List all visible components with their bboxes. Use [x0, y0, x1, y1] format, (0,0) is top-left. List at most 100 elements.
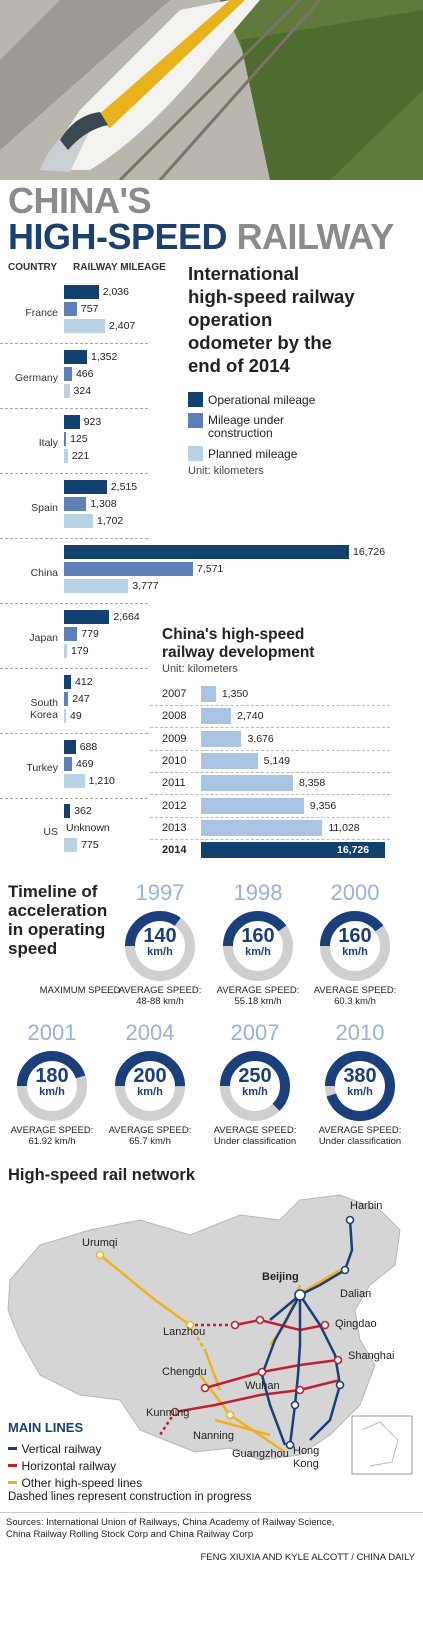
south-sea-inset	[351, 1415, 413, 1475]
dev-value: 11,028	[328, 821, 360, 834]
bar-mid	[64, 562, 193, 576]
timeline-year: 2010	[335, 1020, 385, 1045]
city-qingdao: Qingdao	[335, 1318, 377, 1330]
network-map: Harbin Urumqi Beijing Dalian Lanzhou Qin…	[0, 1190, 423, 1510]
gauge-speed: 140	[143, 925, 177, 947]
gauge-speed: 160	[241, 925, 275, 947]
bar-light	[64, 514, 93, 528]
dev-bar	[201, 686, 216, 702]
city-shanghai: Shanghai	[348, 1350, 395, 1362]
city-dalian: Dalian	[340, 1288, 372, 1300]
development-title: China's high-speed railway development	[162, 626, 314, 662]
odometer-title: International high-speed railway operati…	[188, 262, 355, 377]
avg-speed-value: Under classification	[213, 1136, 297, 1147]
country-label: Italy	[38, 437, 58, 449]
dev-bar	[201, 730, 242, 747]
title-line-1: CHINA'S	[8, 180, 152, 221]
avg-speed-label: AVERAGE SPEED:	[118, 985, 202, 996]
dev-year: 2014	[162, 844, 187, 857]
timeline-year: 2001	[27, 1020, 77, 1045]
value-label: 469	[75, 758, 94, 770]
development-title-line: railway development	[162, 644, 315, 661]
gauge-speed: 250	[238, 1065, 272, 1087]
dev-year: 2012	[162, 799, 187, 812]
gauge-unit: km/h	[147, 946, 173, 958]
country-separator	[0, 408, 148, 409]
speed-gauge	[115, 1051, 185, 1121]
dev-value: 16,726	[337, 844, 370, 857]
odometer-title-line: operation	[188, 309, 273, 330]
country-label: South Korea	[29, 697, 58, 721]
country-label: China	[30, 567, 58, 579]
country-label: Spain	[31, 502, 58, 514]
bar-mid	[64, 432, 67, 446]
credit: FENG XIUXIA AND KYLE ALCOTT / CHINA DAIL…	[200, 1552, 415, 1563]
vertical-nodes	[285, 1215, 355, 1450]
dev-bar	[201, 775, 293, 792]
bar-dark	[64, 740, 76, 754]
legend-operational: Operational mileage	[208, 393, 316, 407]
value-label: 324	[73, 385, 92, 397]
city-nodes	[170, 1315, 343, 1417]
city-hongkong: Hong Kong	[293, 1445, 320, 1470]
value-label: 2,407	[109, 320, 136, 332]
legend-other: Other high-speed lines	[8, 1474, 142, 1492]
city-lanzhou: Lanzhou	[163, 1326, 206, 1338]
bar-light	[64, 838, 78, 852]
bar-light	[64, 384, 70, 398]
country-label: Turkey	[26, 762, 58, 774]
avg-speed-value: 60.3 km/h	[334, 996, 376, 1007]
value-label: 2,515	[110, 481, 138, 493]
other-nodes	[95, 1250, 235, 1420]
city-harbin: Harbin	[350, 1200, 383, 1212]
sources-line: China Railway Rolling Stock Corp and Chi…	[6, 1529, 254, 1540]
dev-year: 2011	[162, 777, 186, 790]
gauge-fill	[125, 911, 195, 981]
timeline-year: 1997	[135, 880, 185, 905]
dev-separator	[150, 838, 390, 840]
network-title: High-speed rail network	[8, 1166, 196, 1184]
bar-light	[64, 709, 66, 723]
value-label: 688	[79, 741, 98, 753]
gauge-unit: km/h	[342, 946, 368, 958]
value-label: 923	[83, 416, 102, 428]
country-separator	[0, 343, 148, 344]
country-separator	[0, 668, 148, 669]
value-label: 49	[70, 710, 82, 722]
timeline-year: 2004	[125, 1020, 175, 1045]
bar-light	[64, 449, 68, 463]
city-nanning: Nanning	[193, 1430, 234, 1442]
network-legend-title: MAIN LINES	[8, 1420, 84, 1435]
bar-dark	[64, 804, 71, 818]
gauge-fill	[115, 1051, 185, 1121]
dev-separator	[150, 705, 390, 706]
legend-line-horizontal	[8, 1464, 17, 1468]
country-separator	[0, 733, 148, 734]
legend-horizontal: Horizontal railway	[8, 1457, 116, 1475]
country-label: Japan	[29, 632, 58, 644]
development-title-line: China's high-speed	[162, 626, 305, 643]
bar-light	[64, 774, 85, 788]
gauge-unit: km/h	[242, 1086, 268, 1098]
title-line-2: HIGH-SPEED RAILWAY	[8, 218, 394, 256]
dev-value: 9,356	[309, 799, 337, 812]
dev-bar	[201, 797, 304, 814]
dev-separator	[150, 749, 390, 751]
bar-mid	[64, 757, 72, 771]
sources: Sources: International Union of Railways…	[6, 1517, 334, 1541]
legend-label: Vertical railway	[21, 1442, 102, 1456]
avg-speed-label: AVERAGE SPEED:	[213, 1125, 297, 1136]
city-kunming: Kunming	[146, 1407, 190, 1419]
city-chengdu: Chengdu	[162, 1366, 207, 1378]
speed-gauge	[223, 911, 293, 981]
city-guangzhou: Guangzhou	[232, 1448, 289, 1460]
speed-gauge	[125, 911, 195, 981]
avg-speed-value: 65.7 km/h	[129, 1136, 171, 1147]
speed-gauge	[220, 1051, 290, 1121]
footer-rule	[0, 1512, 423, 1513]
avg-speed-label: AVERAGE SPEED:	[313, 985, 397, 996]
city-urumqi: Urumqi	[82, 1237, 118, 1249]
bar-dark	[64, 350, 88, 364]
dev-separator	[150, 816, 390, 818]
value-label: 1,210	[88, 775, 115, 787]
